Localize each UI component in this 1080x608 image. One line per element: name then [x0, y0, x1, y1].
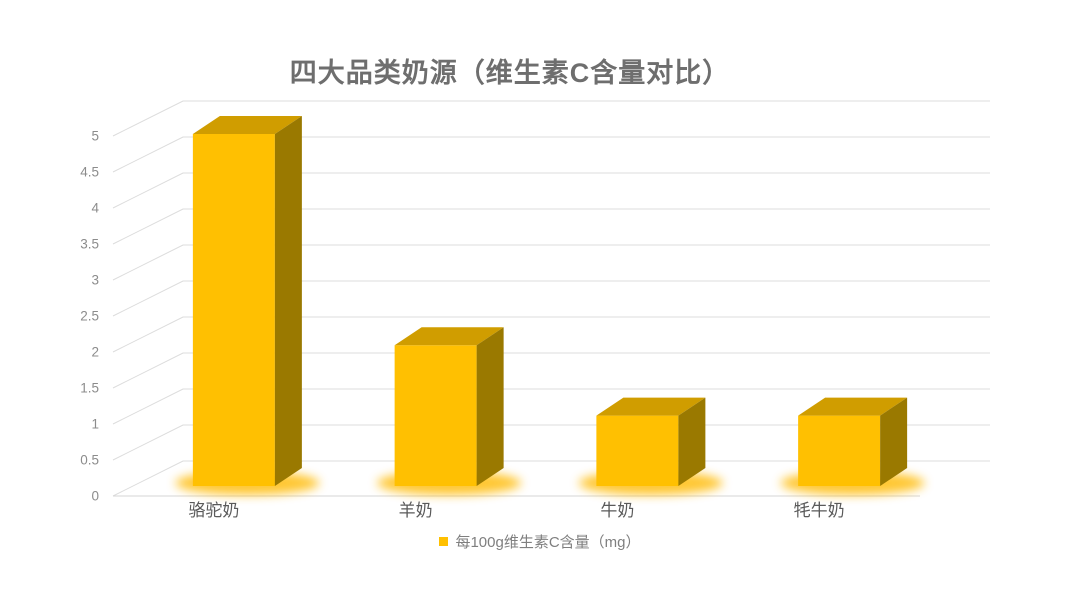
- category-label: 骆驼奶: [188, 501, 239, 520]
- bar-side-face: [678, 397, 706, 486]
- bar-front-face: [192, 134, 275, 486]
- y-tick-label: 0.5: [80, 453, 99, 468]
- bar-front-face: [394, 345, 477, 486]
- bar-front-face: [596, 415, 679, 486]
- bar-side-face: [476, 327, 504, 486]
- bars: [175, 116, 925, 495]
- gridline: [112, 280, 990, 317]
- category-label: 羊奶: [399, 501, 433, 520]
- y-tick-label: 3.5: [80, 237, 99, 252]
- legend: 每100g维生素C含量（mg）: [0, 531, 1080, 552]
- bar-top-face: [394, 327, 504, 346]
- bar-side-face: [274, 116, 302, 486]
- y-tick-label: 1.5: [80, 381, 99, 396]
- category-label: 牛奶: [600, 501, 634, 520]
- gridlines: [112, 100, 990, 497]
- bar-front-face: [798, 415, 881, 486]
- gridline: [112, 136, 990, 173]
- gridline: [112, 460, 990, 497]
- y-tick-label: 4.5: [80, 165, 99, 180]
- gridline: [112, 388, 990, 425]
- gridline: [112, 316, 990, 353]
- category-label: 牦牛奶: [794, 501, 845, 520]
- gridline: [112, 172, 990, 209]
- y-tick-label: 2: [91, 345, 99, 360]
- bar-side-face: [880, 397, 908, 486]
- y-tick-label: 4: [91, 201, 99, 216]
- y-tick-label: 5: [91, 129, 99, 144]
- legend-label: 每100g维生素C含量（mg）: [455, 534, 641, 551]
- y-tick-label: 2.5: [80, 309, 99, 324]
- chart-title: 四大品类奶源（维生素C含量对比）: [289, 58, 731, 88]
- y-tick-label: 3: [91, 273, 99, 288]
- gridline: [112, 424, 990, 461]
- bar-top-face: [596, 397, 706, 416]
- axis-labels: 骆驼奶 羊奶 牛奶 牦牛奶 0 0.5 1 1.5 2 2.5 3 3.5 4 4.5 5: [80, 129, 844, 521]
- gridline: [112, 244, 990, 281]
- gridline: [112, 100, 990, 137]
- y-tick-label: 1: [91, 417, 99, 432]
- gridline: [112, 352, 990, 389]
- y-tick-label: 0: [91, 489, 99, 504]
- bar-top-face: [798, 397, 908, 416]
- gridline: [112, 208, 990, 245]
- bar-top-face: [192, 116, 302, 134]
- legend-marker-icon: [439, 537, 449, 546]
